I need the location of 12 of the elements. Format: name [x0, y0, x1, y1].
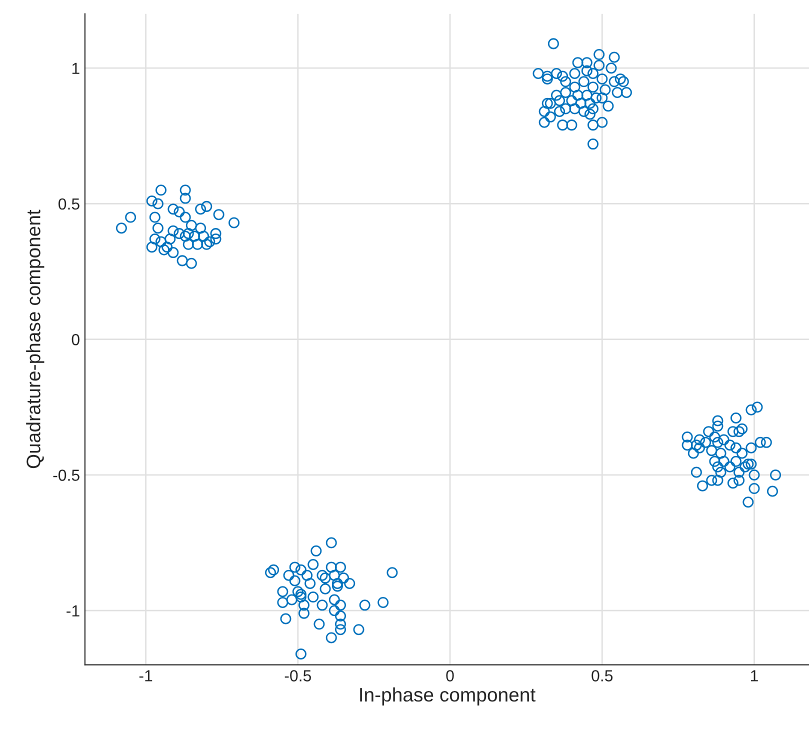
x-tick-label: 0: [446, 670, 454, 682]
y-axis-title: Quadrature-phase component: [26, 210, 44, 468]
x-axis-title: In-phase component: [360, 687, 536, 706]
y-tick-label: -1: [66, 605, 80, 616]
x-tick-label: 0.5: [592, 670, 613, 682]
x-tick-label: -1: [139, 670, 152, 682]
y-tick-label: 1: [72, 62, 80, 74]
y-tick-label: -0.5: [53, 470, 80, 481]
y-tick-label: 0.5: [58, 198, 80, 210]
x-tick-label: -0.5: [284, 670, 311, 682]
x-tick-label: 1: [751, 670, 758, 682]
y-tick-label: 0: [72, 334, 80, 346]
